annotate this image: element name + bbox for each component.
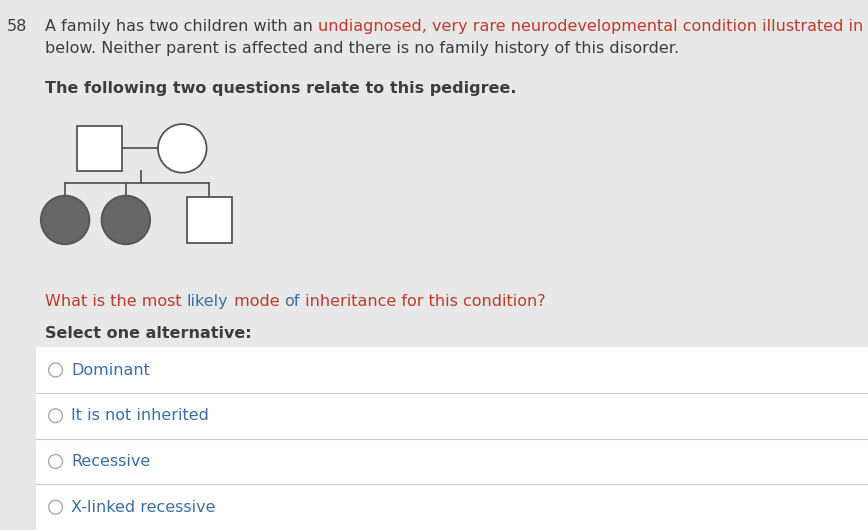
Text: The following two questions relate to this pedigree.: The following two questions relate to th… (45, 81, 516, 95)
Ellipse shape (158, 124, 207, 173)
Text: 58: 58 (7, 19, 27, 33)
Text: likely: likely (187, 294, 228, 309)
Text: Select one alternative:: Select one alternative: (45, 326, 252, 341)
Text: It is not inherited: It is not inherited (71, 408, 209, 423)
Ellipse shape (49, 409, 62, 422)
Text: below. Neither parent is affected and there is no family history of this disorde: below. Neither parent is affected and th… (45, 41, 680, 56)
Ellipse shape (49, 363, 62, 377)
Text: inheritance for this condition?: inheritance for this condition? (299, 294, 545, 309)
Ellipse shape (102, 196, 150, 244)
Text: Dominant: Dominant (71, 363, 150, 377)
Ellipse shape (49, 455, 62, 469)
Ellipse shape (41, 196, 89, 244)
Ellipse shape (49, 500, 62, 514)
Text: X-linked recessive: X-linked recessive (71, 500, 215, 515)
Bar (77, 126, 122, 171)
FancyBboxPatch shape (36, 347, 868, 530)
Text: undiagnosed, very rare neurodevelopmental condition illustrated in the pedigree: undiagnosed, very rare neurodevelopmenta… (319, 19, 868, 33)
Text: of: of (284, 294, 299, 309)
Text: What is the most: What is the most (45, 294, 187, 309)
Text: mode: mode (228, 294, 284, 309)
Bar (187, 197, 232, 243)
Text: Recessive: Recessive (71, 454, 150, 469)
Text: A family has two children with an: A family has two children with an (45, 19, 319, 33)
